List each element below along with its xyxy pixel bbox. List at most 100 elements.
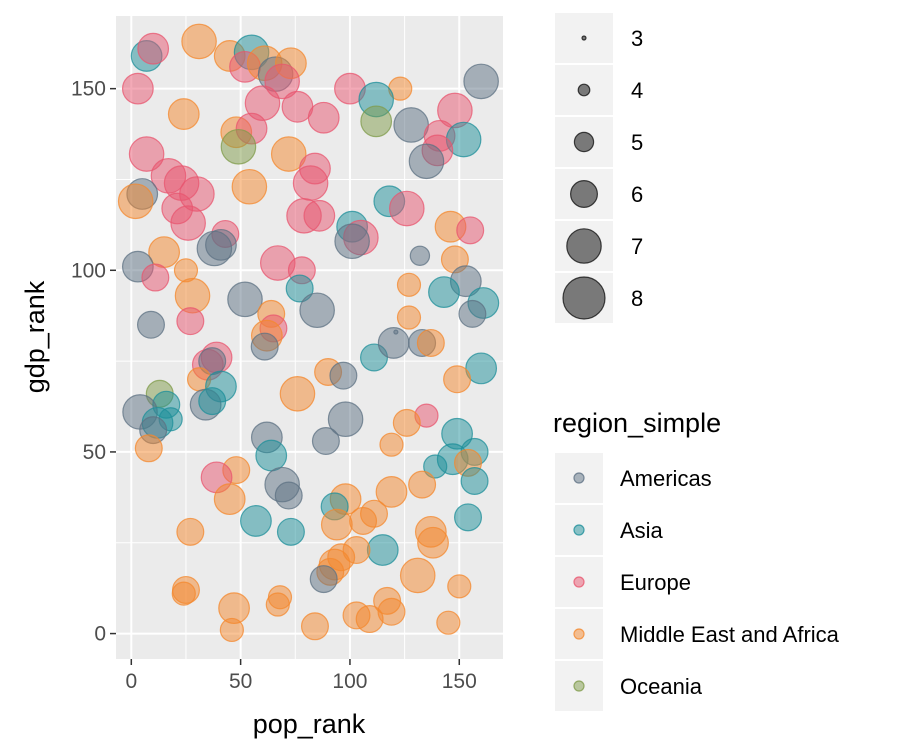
data-point bbox=[355, 605, 384, 634]
data-point bbox=[409, 245, 431, 266]
data-point bbox=[396, 272, 422, 297]
x-tick-label: 50 bbox=[229, 670, 252, 693]
data-point bbox=[299, 292, 335, 329]
data-point bbox=[423, 454, 448, 479]
data-point bbox=[227, 281, 263, 318]
data-point bbox=[349, 506, 378, 535]
data-point bbox=[137, 32, 170, 65]
data-point bbox=[360, 105, 393, 138]
color-legend: Americas Asia Europe Middle East and Africa… bbox=[555, 453, 840, 711]
data-point bbox=[417, 526, 449, 559]
data-point bbox=[377, 327, 410, 359]
data-point bbox=[399, 557, 436, 594]
data-point bbox=[311, 427, 340, 456]
size-legend-symbol bbox=[569, 180, 598, 209]
data-point bbox=[167, 98, 200, 130]
data-point bbox=[176, 517, 205, 546]
size-legend-label: 5 bbox=[631, 130, 643, 155]
data-point bbox=[219, 617, 244, 643]
data-point bbox=[454, 503, 483, 532]
color-legend-symbol bbox=[573, 576, 585, 588]
data-point bbox=[141, 263, 170, 292]
color-legend-title: region_simple bbox=[553, 408, 721, 438]
color-legend-label: Americas bbox=[620, 466, 712, 491]
data-point bbox=[379, 432, 404, 457]
data-point bbox=[265, 592, 290, 617]
data-point bbox=[285, 274, 314, 303]
data-point bbox=[416, 328, 445, 357]
size-legend-label: 6 bbox=[631, 182, 643, 207]
size-legend-symbol bbox=[562, 276, 606, 320]
data-point bbox=[279, 376, 316, 412]
x-axis: 0 50 100 150 bbox=[125, 659, 477, 693]
data-point bbox=[329, 361, 358, 390]
data-point bbox=[171, 581, 196, 606]
data-point bbox=[196, 230, 233, 267]
y-tick-label: 0 bbox=[94, 623, 106, 646]
data-point bbox=[292, 165, 329, 201]
color-legend-label: Europe bbox=[620, 570, 691, 595]
data-point bbox=[458, 299, 487, 328]
data-point bbox=[320, 508, 353, 541]
size-legend-symbol bbox=[577, 83, 591, 97]
points-layer bbox=[117, 23, 500, 643]
data-point bbox=[366, 534, 399, 566]
color-legend-label: Middle East and Africa bbox=[620, 622, 840, 647]
y-tick-label: 100 bbox=[71, 259, 106, 282]
color-legend-symbol bbox=[573, 472, 585, 484]
data-point bbox=[213, 483, 246, 516]
data-point bbox=[375, 475, 408, 508]
size-legend-symbol bbox=[581, 35, 587, 41]
data-point bbox=[220, 128, 257, 165]
y-axis: 0 50 100 150 bbox=[71, 78, 116, 646]
x-tick-label: 150 bbox=[442, 670, 477, 693]
data-point bbox=[136, 310, 165, 339]
data-point bbox=[148, 236, 181, 269]
data-point bbox=[274, 481, 303, 510]
size-legend-symbol bbox=[566, 228, 602, 264]
data-point bbox=[408, 470, 437, 499]
data-point bbox=[327, 401, 364, 438]
data-point bbox=[121, 72, 154, 105]
data-point bbox=[255, 439, 288, 472]
data-point bbox=[250, 332, 279, 361]
data-point bbox=[447, 574, 472, 599]
y-axis-label: gdp_rank bbox=[20, 280, 50, 393]
size-legend-label: 3 bbox=[631, 26, 643, 51]
data-point bbox=[276, 517, 305, 546]
data-point bbox=[460, 466, 489, 495]
data-point bbox=[309, 565, 338, 594]
data-point bbox=[307, 101, 340, 134]
data-point bbox=[334, 223, 370, 260]
color-legend-label: Asia bbox=[620, 518, 664, 543]
x-tick-label: 0 bbox=[125, 670, 137, 693]
y-tick-label: 50 bbox=[83, 441, 106, 464]
data-point bbox=[170, 205, 206, 241]
data-point bbox=[456, 216, 485, 245]
data-point bbox=[300, 612, 329, 641]
x-axis-label: pop_rank bbox=[253, 709, 366, 739]
data-point bbox=[176, 307, 205, 336]
data-point bbox=[396, 305, 422, 330]
data-point bbox=[198, 387, 227, 416]
y-tick-label: 150 bbox=[71, 78, 106, 101]
data-point bbox=[393, 107, 429, 143]
data-point bbox=[463, 63, 499, 100]
color-legend-symbol bbox=[573, 524, 585, 536]
x-tick-label: 100 bbox=[332, 670, 367, 693]
size-legend-label: 4 bbox=[631, 78, 643, 103]
data-point bbox=[134, 434, 163, 463]
data-point bbox=[436, 610, 461, 635]
data-point bbox=[428, 276, 460, 308]
data-point bbox=[128, 136, 165, 172]
data-point bbox=[408, 143, 445, 180]
color-legend-symbol bbox=[573, 680, 585, 692]
data-point bbox=[231, 168, 268, 205]
data-point bbox=[270, 136, 307, 172]
size-legend-label: 8 bbox=[631, 286, 643, 311]
size-legend-label: 7 bbox=[631, 234, 643, 259]
size-legend: 3 4 5 6 7 8 bbox=[555, 13, 643, 323]
data-point bbox=[117, 183, 154, 220]
color-legend-label: Oceania bbox=[620, 674, 703, 699]
